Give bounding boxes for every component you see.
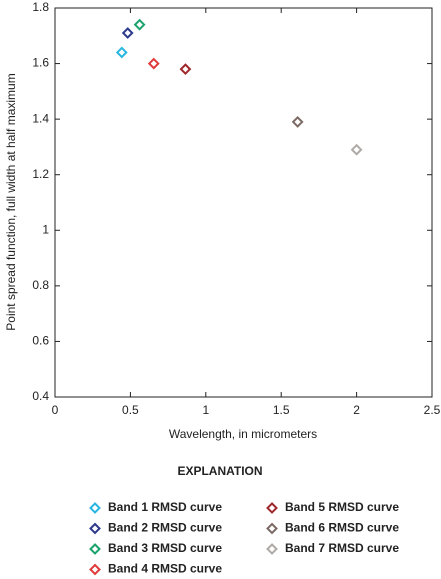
y-tick-label: 0.8 xyxy=(32,278,49,292)
legend-marker xyxy=(89,563,101,576)
y-tick-label: 1.4 xyxy=(32,111,49,125)
legend-label: Band 3 RMSD curve xyxy=(108,541,222,555)
x-axis-label: Wavelength, in micrometers xyxy=(169,427,317,441)
legend-label: Band 4 RMSD curve xyxy=(108,562,222,576)
y-axis-label: Point spread function, full width at hal… xyxy=(4,73,18,330)
x-tick-label: 2.5 xyxy=(424,403,441,417)
point xyxy=(291,116,304,128)
point xyxy=(147,57,160,70)
point xyxy=(133,18,146,31)
legend-marker xyxy=(89,522,101,535)
point xyxy=(350,143,363,156)
y-tick-label: 0.4 xyxy=(32,389,49,403)
x-tick-label: 2 xyxy=(353,403,360,417)
point xyxy=(179,63,192,76)
legend-marker xyxy=(89,543,101,555)
legend-marker xyxy=(266,522,278,535)
legend-title: EXPLANATION xyxy=(177,464,262,478)
legend-label: Band 2 RMSD curve xyxy=(108,521,222,535)
legend-label: Band 7 RMSD curve xyxy=(285,541,399,555)
x-tick-label: 1 xyxy=(202,403,209,417)
y-tick-label: 1.2 xyxy=(32,167,49,181)
legend-label: Band 5 RMSD curve xyxy=(285,500,399,514)
legend-label: Band 1 RMSD curve xyxy=(108,500,222,514)
point xyxy=(115,46,128,59)
legend-marker xyxy=(266,502,278,514)
x-tick-label: 0.5 xyxy=(122,403,139,417)
point xyxy=(121,27,134,39)
y-tick-label: 0.6 xyxy=(32,334,49,348)
legend-marker xyxy=(266,543,278,555)
y-tick-label: 1 xyxy=(42,222,49,236)
y-tick-label: 1.6 xyxy=(32,56,49,70)
legend-label: Band 6 RMSD curve xyxy=(285,521,399,535)
plot-frame xyxy=(54,7,433,398)
legend-marker xyxy=(89,502,101,514)
x-tick-label: 1.5 xyxy=(273,403,290,417)
x-tick-label: 0 xyxy=(52,403,59,417)
y-tick-label: 1.8 xyxy=(32,0,49,14)
